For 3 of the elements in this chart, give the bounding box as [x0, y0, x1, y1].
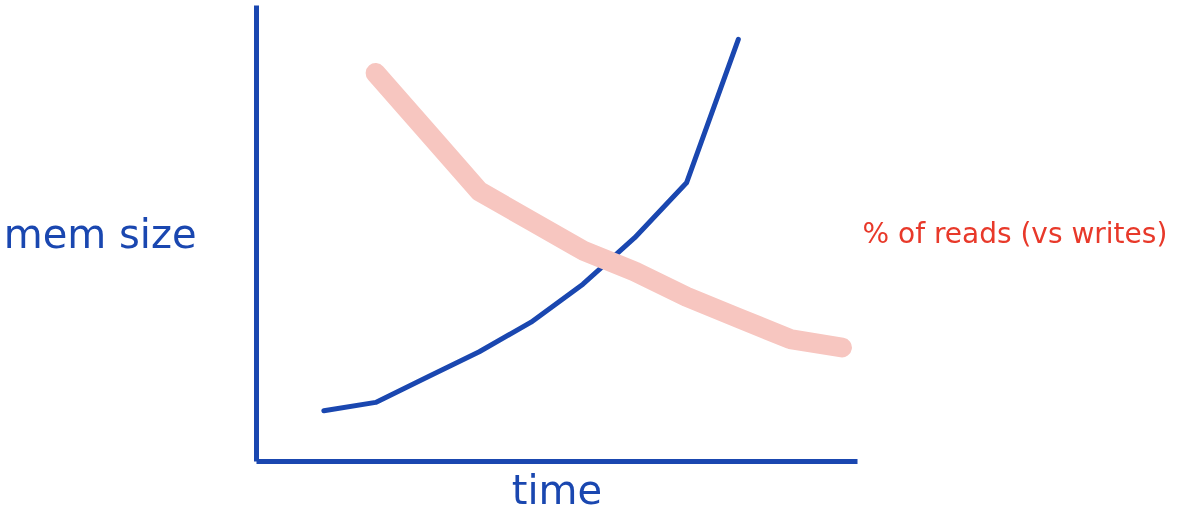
y2-axis-title: % of reads (vs writes) [862, 217, 1168, 250]
x-axis-title: time [511, 466, 603, 513]
y-axis-title: mem size [3, 210, 197, 257]
